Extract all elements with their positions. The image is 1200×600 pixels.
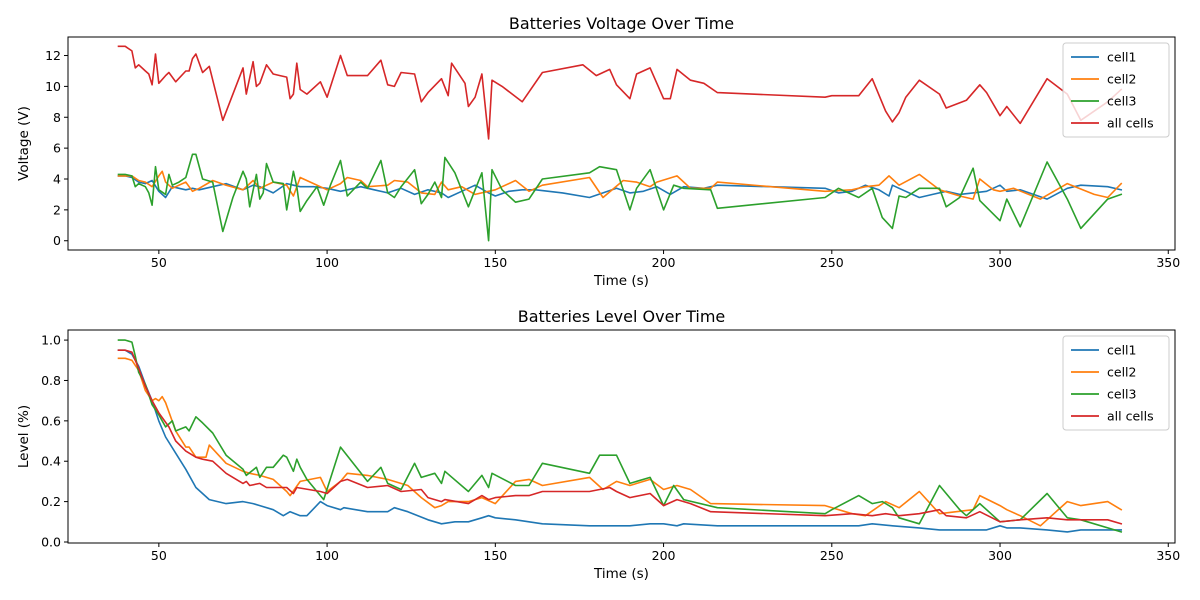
y-tick-label: 2	[53, 202, 61, 217]
legend-label: cell1	[1107, 50, 1136, 65]
y-tick-label: 0.2	[41, 494, 61, 509]
x-axis-label: Time (s)	[593, 273, 649, 289]
legend: cell1 cell2 cell3 all cells	[1062, 42, 1170, 138]
legend-label: all cells	[1107, 409, 1154, 424]
series-line-cell2	[117, 357, 1123, 527]
x-tick-label: 100	[315, 255, 339, 270]
legend-label: cell2	[1107, 72, 1136, 87]
plot-area	[117, 45, 1123, 242]
x-tick-label: 50	[151, 255, 167, 270]
legend-label: cell1	[1107, 343, 1136, 358]
y-axis-label: Level (%)	[16, 405, 32, 468]
x-tick-label: 50	[151, 548, 167, 563]
series-line-cell3	[117, 153, 1123, 242]
x-tick-label: 250	[820, 255, 844, 270]
legend-box	[1062, 335, 1170, 431]
y-tick-label: 12	[45, 48, 61, 63]
legend-label: cell3	[1107, 387, 1136, 402]
y-axis-label: Voltage (V)	[16, 106, 32, 181]
y-tick-label: 0.4	[41, 454, 61, 469]
x-tick-label: 350	[1156, 255, 1180, 270]
chart-title: Batteries Level Over Time	[518, 307, 726, 326]
x-tick-label: 150	[483, 548, 507, 563]
legend-label: all cells	[1107, 116, 1154, 131]
axes-frame	[67, 329, 1176, 544]
series-line-cell1	[117, 175, 1123, 200]
x-tick-label: 200	[652, 548, 676, 563]
y-tick-label: 1.0	[41, 333, 61, 348]
x-tick-label: 100	[315, 548, 339, 563]
y-tick-label: 0	[53, 233, 61, 248]
x-tick-label: 250	[820, 548, 844, 563]
y-tick-label: 0.8	[41, 373, 61, 388]
y-tick-label: 4	[53, 172, 61, 187]
series-line-cell1	[117, 349, 1122, 533]
legend-label: cell2	[1107, 365, 1136, 380]
x-tick-label: 350	[1156, 548, 1180, 563]
chart-title: Batteries Voltage Over Time	[509, 14, 734, 33]
x-tick-label: 150	[483, 255, 507, 270]
series-line-cell3	[117, 339, 1123, 533]
legend-label: cell3	[1107, 94, 1136, 109]
legend-box	[1062, 42, 1170, 138]
level-chart: Batteries Level Over Time 50 100 150 200 250 3…	[16, 307, 1180, 582]
y-tick-label: 8	[53, 110, 61, 125]
series-line-all-cells	[117, 45, 1123, 140]
x-tick-label: 300	[988, 548, 1012, 563]
y-tick-label: 0.0	[41, 534, 61, 549]
x-axis-label: Time (s)	[593, 566, 649, 582]
x-tick-label: 300	[988, 255, 1012, 270]
y-tick-label: 0.6	[41, 413, 61, 428]
series-line-all-cells	[117, 349, 1123, 525]
y-tick-label: 10	[45, 79, 61, 94]
plot-area	[117, 339, 1123, 533]
axes-frame	[67, 36, 1176, 251]
series-line-cell2	[117, 170, 1123, 200]
x-tick-label: 200	[652, 255, 676, 270]
y-tick-label: 6	[53, 141, 61, 156]
legend: cell1 cell2 cell3 all cells	[1062, 335, 1170, 431]
